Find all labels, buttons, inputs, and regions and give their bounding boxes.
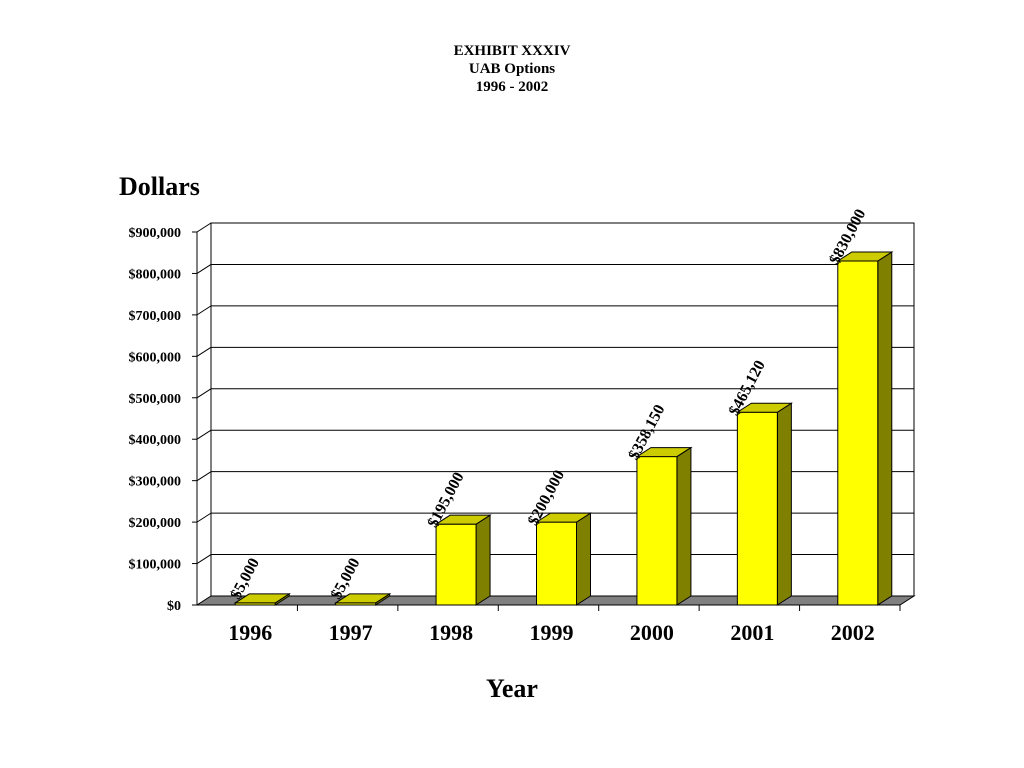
bar-top <box>836 251 894 262</box>
y-tick-label: $200,000 <box>129 516 182 531</box>
x-tick-label: 2000 <box>630 620 674 645</box>
bar-group <box>735 402 794 606</box>
bar <box>837 260 879 606</box>
y-gridline-side <box>196 429 212 440</box>
title-line-1: EXHIBIT XXXIV <box>453 43 571 59</box>
bar-group <box>233 593 291 606</box>
x-tick-label: 1997 <box>329 620 373 645</box>
bar-side <box>576 512 591 606</box>
bar-top <box>534 512 593 523</box>
y-gridline-side <box>196 222 212 233</box>
y-tick-label: $700,000 <box>129 309 182 324</box>
y-gridline-side <box>196 388 212 399</box>
bar-side <box>877 251 893 606</box>
y-tick-label: $100,000 <box>129 558 182 573</box>
x-tick-label: 1999 <box>530 620 574 645</box>
bar-group <box>635 446 693 606</box>
chart-title: EXHIBIT XXXIV UAB Options 1996 - 2002 <box>0 42 1024 96</box>
bar-group <box>534 512 593 606</box>
bar <box>536 521 577 606</box>
y-tick-label: $400,000 <box>129 433 182 448</box>
y-tick-label: $500,000 <box>129 392 182 407</box>
y-tick-label: $900,000 <box>129 226 182 241</box>
y-tick-label: $0 <box>167 599 181 614</box>
bar-top <box>434 514 492 525</box>
bar-top <box>233 593 291 604</box>
x-tick-label: 2001 <box>730 620 774 645</box>
y-gridline-side <box>196 512 212 523</box>
bar-group <box>333 593 392 606</box>
y-axis-label: Dollars <box>119 172 200 201</box>
x-axis-label: Year <box>486 674 538 703</box>
bar <box>435 523 477 606</box>
bar-side <box>475 514 491 606</box>
bar-top <box>735 402 794 413</box>
bar-group <box>434 514 492 606</box>
title-line-2: UAB Options <box>468 61 556 77</box>
bar-top <box>635 447 693 458</box>
bar <box>636 456 678 606</box>
bar-group <box>836 251 894 606</box>
bar-side <box>776 402 792 606</box>
y-gridline-side <box>196 471 212 482</box>
title-line-3: 1996 - 2002 <box>475 79 549 95</box>
y-tick-label: $800,000 <box>129 267 182 282</box>
y-gridline-side <box>196 264 212 274</box>
x-tick-label: 1996 <box>228 620 272 645</box>
x-tick-label: 2002 <box>831 620 875 645</box>
y-gridline-side <box>196 305 212 316</box>
bar <box>736 411 778 606</box>
bar-side <box>676 446 692 606</box>
y-tick-label: $300,000 <box>129 475 182 490</box>
y-gridline-side <box>196 346 212 357</box>
y-gridline-side <box>196 554 212 564</box>
x-tick-label: 1998 <box>429 620 473 645</box>
bar-top <box>333 593 392 604</box>
y-tick-label: $600,000 <box>129 350 182 365</box>
